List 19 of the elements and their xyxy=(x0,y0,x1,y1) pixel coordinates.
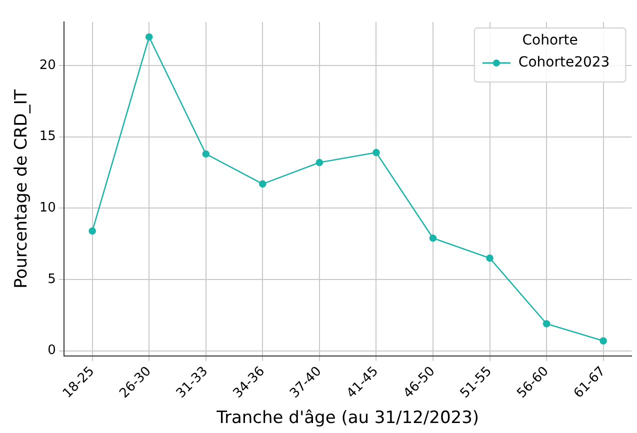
legend-label: Cohorte2023 xyxy=(518,54,610,71)
y-tick-label: 20 xyxy=(39,58,56,73)
y-tick-label: 0 xyxy=(48,343,56,358)
point xyxy=(429,234,437,242)
legend-title: Cohorte xyxy=(522,32,578,49)
point xyxy=(600,337,607,345)
y-axis-title: Pourcentage de CRD_IT xyxy=(12,88,32,288)
point xyxy=(202,150,210,158)
point xyxy=(145,33,153,41)
point xyxy=(372,148,380,156)
point xyxy=(259,180,266,188)
y-tick-label: 10 xyxy=(39,200,56,216)
point xyxy=(542,320,550,328)
point xyxy=(316,158,324,166)
point xyxy=(88,227,96,235)
y-tick-label: 5 xyxy=(48,272,56,287)
x-axis-title: Tranche d'âge (au 31/12/2023) xyxy=(216,408,480,428)
point xyxy=(486,254,494,262)
y-tick-label: 15 xyxy=(39,129,56,144)
